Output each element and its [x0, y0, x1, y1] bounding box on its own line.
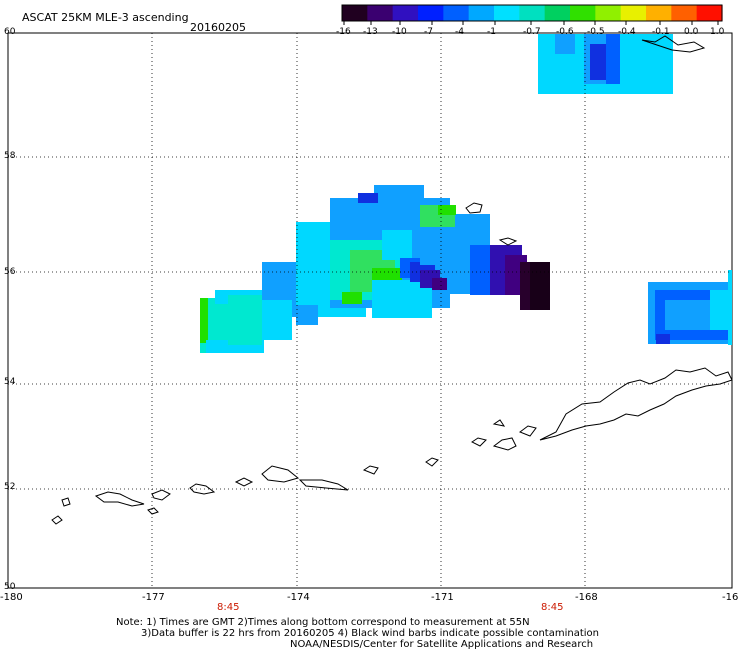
island-outline — [298, 479, 349, 491]
plot-frame — [7, 32, 733, 589]
swath-cell — [568, 84, 610, 94]
colorbar-swatch — [646, 5, 672, 21]
island-outline — [234, 477, 254, 487]
swath-cell — [432, 278, 447, 290]
swath-cell — [228, 295, 262, 345]
island-outline — [498, 237, 518, 246]
colorbar-swatch — [671, 5, 698, 21]
swath-cell — [540, 60, 570, 75]
colorbar-label: -0.6 — [556, 27, 574, 37]
colorbar-label: -0.5 — [587, 27, 605, 37]
colorbar-swatch — [418, 5, 444, 21]
lon-label-177: -177 — [142, 592, 165, 603]
colorbar-label: -0.1 — [652, 27, 670, 37]
colorbar-swatch — [494, 5, 520, 21]
lat-label-52: 52 — [4, 482, 16, 492]
swath-cell — [728, 270, 732, 345]
colorbar-swatch — [620, 5, 647, 21]
island-outline — [471, 437, 487, 447]
colorbar-swatch — [519, 5, 546, 21]
lon-label-180: -180 — [0, 592, 23, 603]
colorbar-swatch — [443, 5, 470, 21]
swath-cell — [262, 300, 292, 330]
swath-cell — [262, 330, 292, 340]
swath-cell — [656, 334, 670, 344]
footer-note-line1: Note: 1) Times are GMT 2)Times along bot… — [116, 617, 530, 628]
swath-cell — [530, 262, 550, 310]
island-outline — [492, 437, 517, 451]
swath-cell — [420, 245, 460, 265]
lat-label-60: 60 — [4, 27, 16, 37]
swath-cell — [374, 185, 424, 203]
graticule — [8, 33, 732, 588]
color-scale-bar — [341, 4, 723, 25]
lat-label-56: 56 — [4, 267, 16, 277]
island-outline — [61, 497, 71, 507]
swath-cell — [358, 193, 378, 203]
island-outline — [147, 507, 159, 515]
island-outline — [51, 515, 63, 525]
swath-cell — [342, 292, 362, 304]
colorbar-swatch — [367, 5, 394, 21]
colorbar-swatch — [696, 5, 723, 21]
colorbar-label: -16 — [336, 27, 351, 37]
swath-cell — [470, 245, 490, 295]
colorbar-border — [341, 4, 723, 22]
colorbar-label: 0.0 — [684, 27, 699, 37]
lon-label-16: -16 — [722, 592, 739, 603]
swath-cell — [200, 298, 208, 343]
island-outline — [151, 489, 171, 501]
swath-cell — [382, 230, 412, 260]
colorbar-swatch — [468, 5, 495, 21]
swath-cell — [555, 34, 575, 54]
island-outline — [492, 419, 506, 427]
island-outline — [641, 35, 706, 53]
swath-cell — [710, 290, 730, 330]
island-outline — [465, 202, 483, 214]
colorbar-swatch — [392, 5, 419, 21]
colorbar-label: 1.0 — [710, 27, 725, 37]
coastline-outline — [51, 35, 733, 525]
product-date: 20160205 — [190, 21, 246, 34]
colorbar-swatch — [595, 5, 622, 21]
colorbar-swatch — [342, 5, 368, 21]
colorbar-swatch — [570, 5, 596, 21]
lon-label-174: -174 — [287, 592, 310, 603]
swath-cell — [606, 34, 620, 84]
island-outline — [539, 367, 733, 441]
colorbar-label: -13 — [363, 27, 378, 37]
pass-time-1: 8:45 — [217, 602, 240, 613]
product-title: ASCAT 25KM MLE-3 ascending — [22, 11, 189, 24]
colorbar-label: -4 — [455, 27, 464, 37]
lat-label-50: 50 — [4, 582, 16, 592]
pass-time-2: 8:45 — [541, 602, 564, 613]
wind-swath-cells — [200, 34, 732, 353]
swath-cell — [296, 305, 318, 325]
island-outline — [362, 465, 379, 475]
lat-label-54: 54 — [4, 377, 16, 387]
colorbar-label: -0.7 — [523, 27, 541, 37]
island-outline — [94, 491, 145, 507]
swath-cell — [620, 34, 673, 44]
colorbar-label: -7 — [424, 27, 433, 37]
lon-label-168: -168 — [575, 592, 598, 603]
lat-label-58: 58 — [4, 151, 16, 161]
island-outline — [518, 425, 537, 437]
colorbar-label: -1 — [487, 27, 496, 37]
island-outline — [261, 465, 300, 483]
colorbar-label: -0.4 — [618, 27, 636, 37]
swath-cell — [438, 205, 456, 215]
footer-credit: NOAA/NESDIS/Center for Satellite Applica… — [290, 639, 594, 650]
colorbar-swatch — [544, 5, 571, 21]
colorbar-label: -10 — [392, 27, 407, 37]
island-outline — [189, 483, 216, 495]
lon-label-171: -171 — [431, 592, 454, 603]
island-outline — [425, 457, 439, 467]
footer-note-line2: 3)Data buffer is 22 hrs from 20160205 4)… — [141, 628, 599, 639]
